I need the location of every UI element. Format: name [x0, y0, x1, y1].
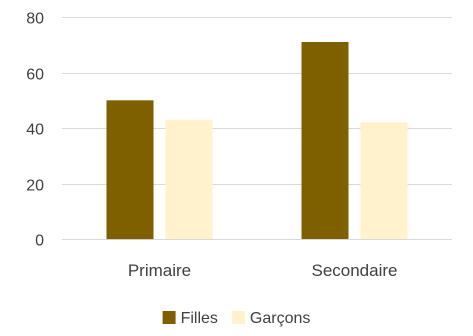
legend: Filles Garçons	[162, 310, 310, 327]
bar-gar-ons-primaire	[165, 119, 213, 239]
legend-label: Garçons	[250, 310, 310, 327]
y-tick-label: 0	[35, 233, 44, 250]
legend-label: Filles	[181, 310, 218, 327]
y-tick-label: 60	[26, 67, 44, 84]
y-tick-label: 80	[26, 11, 44, 28]
legend-swatch-filles	[162, 311, 176, 324]
y-tick-label: 40	[26, 122, 44, 139]
x-axis-category-labels: Primaire Secondaire	[128, 261, 398, 280]
bar-filles-primaire	[106, 100, 154, 240]
legend-swatch-gar-ons	[231, 311, 245, 324]
y-tick-label: 20	[26, 178, 44, 195]
bar-gar-ons-secondaire	[360, 122, 408, 239]
bar-filles-secondaire	[301, 42, 349, 239]
x-category-label: Secondaire	[311, 261, 397, 280]
x-category-label: Primaire	[128, 261, 191, 280]
y-axis-tick-labels: 0 20 40 60 80	[26, 11, 44, 250]
bars	[106, 42, 408, 240]
